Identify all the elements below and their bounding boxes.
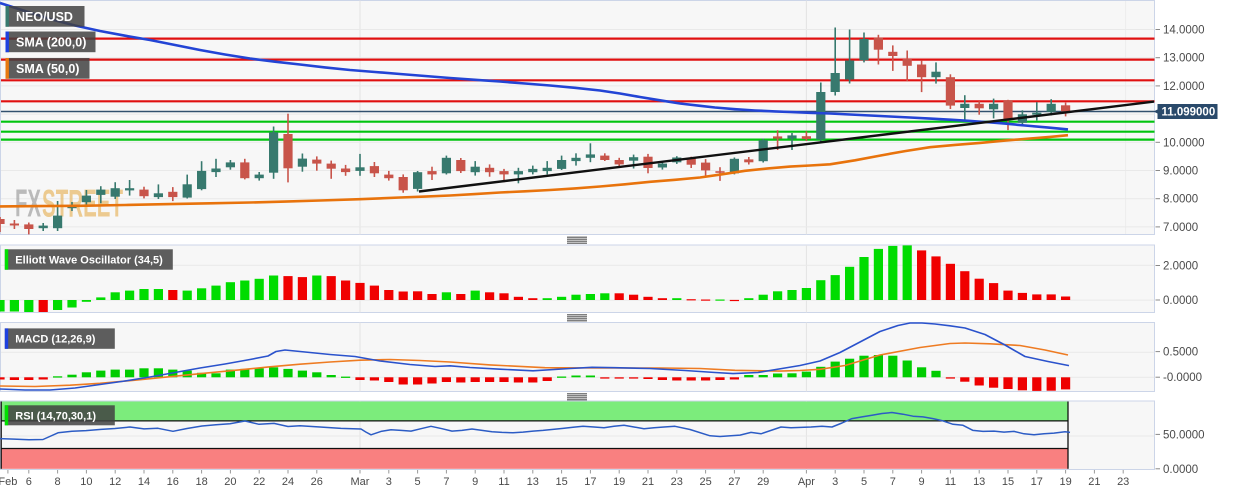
- svg-text:16: 16: [167, 476, 179, 488]
- svg-text:SMA (200,0): SMA (200,0): [16, 35, 86, 49]
- svg-text:13: 13: [527, 476, 539, 488]
- svg-text:-0.0000: -0.0000: [1163, 372, 1202, 384]
- svg-text:19: 19: [1059, 476, 1071, 488]
- svg-text:8: 8: [55, 476, 61, 488]
- svg-text:5: 5: [861, 476, 867, 488]
- svg-text:24: 24: [282, 476, 294, 488]
- svg-text:25: 25: [699, 476, 711, 488]
- svg-text:21: 21: [642, 476, 654, 488]
- svg-text:5: 5: [415, 476, 421, 488]
- svg-text:20: 20: [224, 476, 236, 488]
- svg-text:SMA (50,0): SMA (50,0): [16, 62, 79, 76]
- svg-text:Feb: Feb: [0, 476, 17, 488]
- svg-text:15: 15: [555, 476, 567, 488]
- svg-text:23: 23: [671, 476, 683, 488]
- svg-text:FX: FX: [15, 183, 41, 226]
- svg-text:7.0000: 7.0000: [1163, 222, 1198, 234]
- svg-text:22: 22: [253, 476, 265, 488]
- svg-text:0.5000: 0.5000: [1163, 347, 1198, 359]
- svg-text:14.0000: 14.0000: [1163, 25, 1205, 37]
- svg-text:Elliott Wave Oscillator (34,5): Elliott Wave Oscillator (34,5): [15, 255, 163, 267]
- svg-text:26: 26: [311, 476, 323, 488]
- svg-text:11: 11: [945, 476, 956, 488]
- svg-text:27: 27: [728, 476, 740, 488]
- svg-text:23: 23: [1117, 476, 1129, 488]
- svg-text:9: 9: [472, 476, 478, 488]
- svg-text:Apr: Apr: [798, 476, 815, 488]
- svg-text:12.0000: 12.0000: [1163, 81, 1205, 93]
- svg-text:NEO/USD: NEO/USD: [16, 10, 73, 24]
- svg-text:8.0000: 8.0000: [1163, 194, 1198, 206]
- svg-text:14: 14: [138, 476, 150, 488]
- svg-text:3: 3: [832, 476, 838, 488]
- svg-text:50.0000: 50.0000: [1163, 429, 1205, 441]
- svg-text:MACD (12,26,9): MACD (12,26,9): [15, 334, 95, 346]
- svg-text:11: 11: [498, 476, 509, 488]
- svg-text:RSI (14,70,30,1): RSI (14,70,30,1): [15, 410, 96, 422]
- svg-text:17: 17: [1031, 476, 1043, 488]
- svg-text:Mar: Mar: [351, 476, 370, 488]
- svg-text:17: 17: [584, 476, 596, 488]
- svg-text:0.0000: 0.0000: [1163, 464, 1198, 476]
- svg-text:7: 7: [890, 476, 896, 488]
- svg-text:7: 7: [443, 476, 449, 488]
- svg-text:6: 6: [26, 476, 32, 488]
- svg-text:12: 12: [109, 476, 121, 488]
- svg-text:13: 13: [973, 476, 985, 488]
- svg-text:9: 9: [919, 476, 925, 488]
- svg-text:29: 29: [757, 476, 769, 488]
- svg-text:2.0000: 2.0000: [1163, 261, 1198, 273]
- svg-text:11.099000: 11.099000: [1162, 107, 1216, 119]
- svg-text:21: 21: [1088, 476, 1100, 488]
- svg-text:10: 10: [80, 476, 92, 488]
- svg-text:18: 18: [195, 476, 207, 488]
- svg-text:15: 15: [1002, 476, 1014, 488]
- svg-text:13.0000: 13.0000: [1163, 53, 1205, 65]
- svg-text:10.0000: 10.0000: [1163, 137, 1205, 149]
- svg-text:3: 3: [386, 476, 392, 488]
- svg-text:0.0000: 0.0000: [1163, 295, 1198, 307]
- svg-text:9.0000: 9.0000: [1163, 166, 1198, 178]
- svg-text:19: 19: [613, 476, 625, 488]
